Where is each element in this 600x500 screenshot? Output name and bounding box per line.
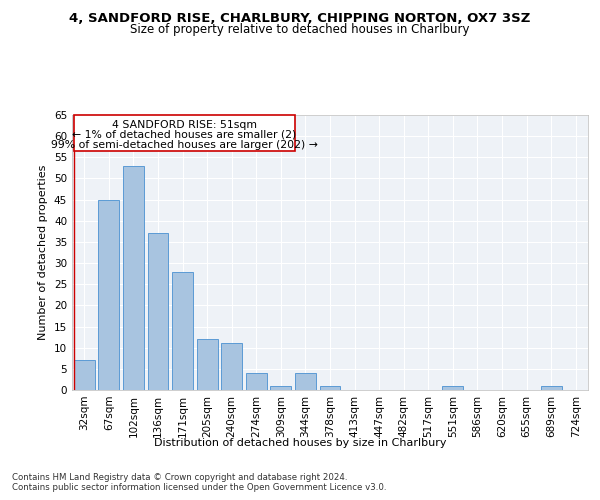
Text: 4, SANDFORD RISE, CHARLBURY, CHIPPING NORTON, OX7 3SZ: 4, SANDFORD RISE, CHARLBURY, CHIPPING NO…	[70, 12, 530, 26]
Bar	[74, 360, 95, 390]
Text: Size of property relative to detached houses in Charlbury: Size of property relative to detached ho…	[130, 22, 470, 36]
Bar	[221, 344, 242, 390]
Bar	[74, 115, 295, 151]
Bar	[246, 373, 267, 390]
Text: Distribution of detached houses by size in Charlbury: Distribution of detached houses by size …	[154, 438, 446, 448]
Bar	[271, 386, 292, 390]
Bar	[541, 386, 562, 390]
Bar	[172, 272, 193, 390]
Bar	[320, 386, 340, 390]
Text: ← 1% of detached houses are smaller (2): ← 1% of detached houses are smaller (2)	[72, 130, 296, 140]
Bar	[123, 166, 144, 390]
Y-axis label: Number of detached properties: Number of detached properties	[38, 165, 49, 340]
Bar	[98, 200, 119, 390]
Bar	[442, 386, 463, 390]
Bar	[295, 373, 316, 390]
Bar	[148, 234, 169, 390]
Bar	[197, 339, 218, 390]
Text: 99% of semi-detached houses are larger (202) →: 99% of semi-detached houses are larger (…	[51, 140, 318, 149]
Text: 4 SANDFORD RISE: 51sqm: 4 SANDFORD RISE: 51sqm	[112, 120, 257, 130]
Text: Contains HM Land Registry data © Crown copyright and database right 2024.
Contai: Contains HM Land Registry data © Crown c…	[12, 472, 386, 492]
